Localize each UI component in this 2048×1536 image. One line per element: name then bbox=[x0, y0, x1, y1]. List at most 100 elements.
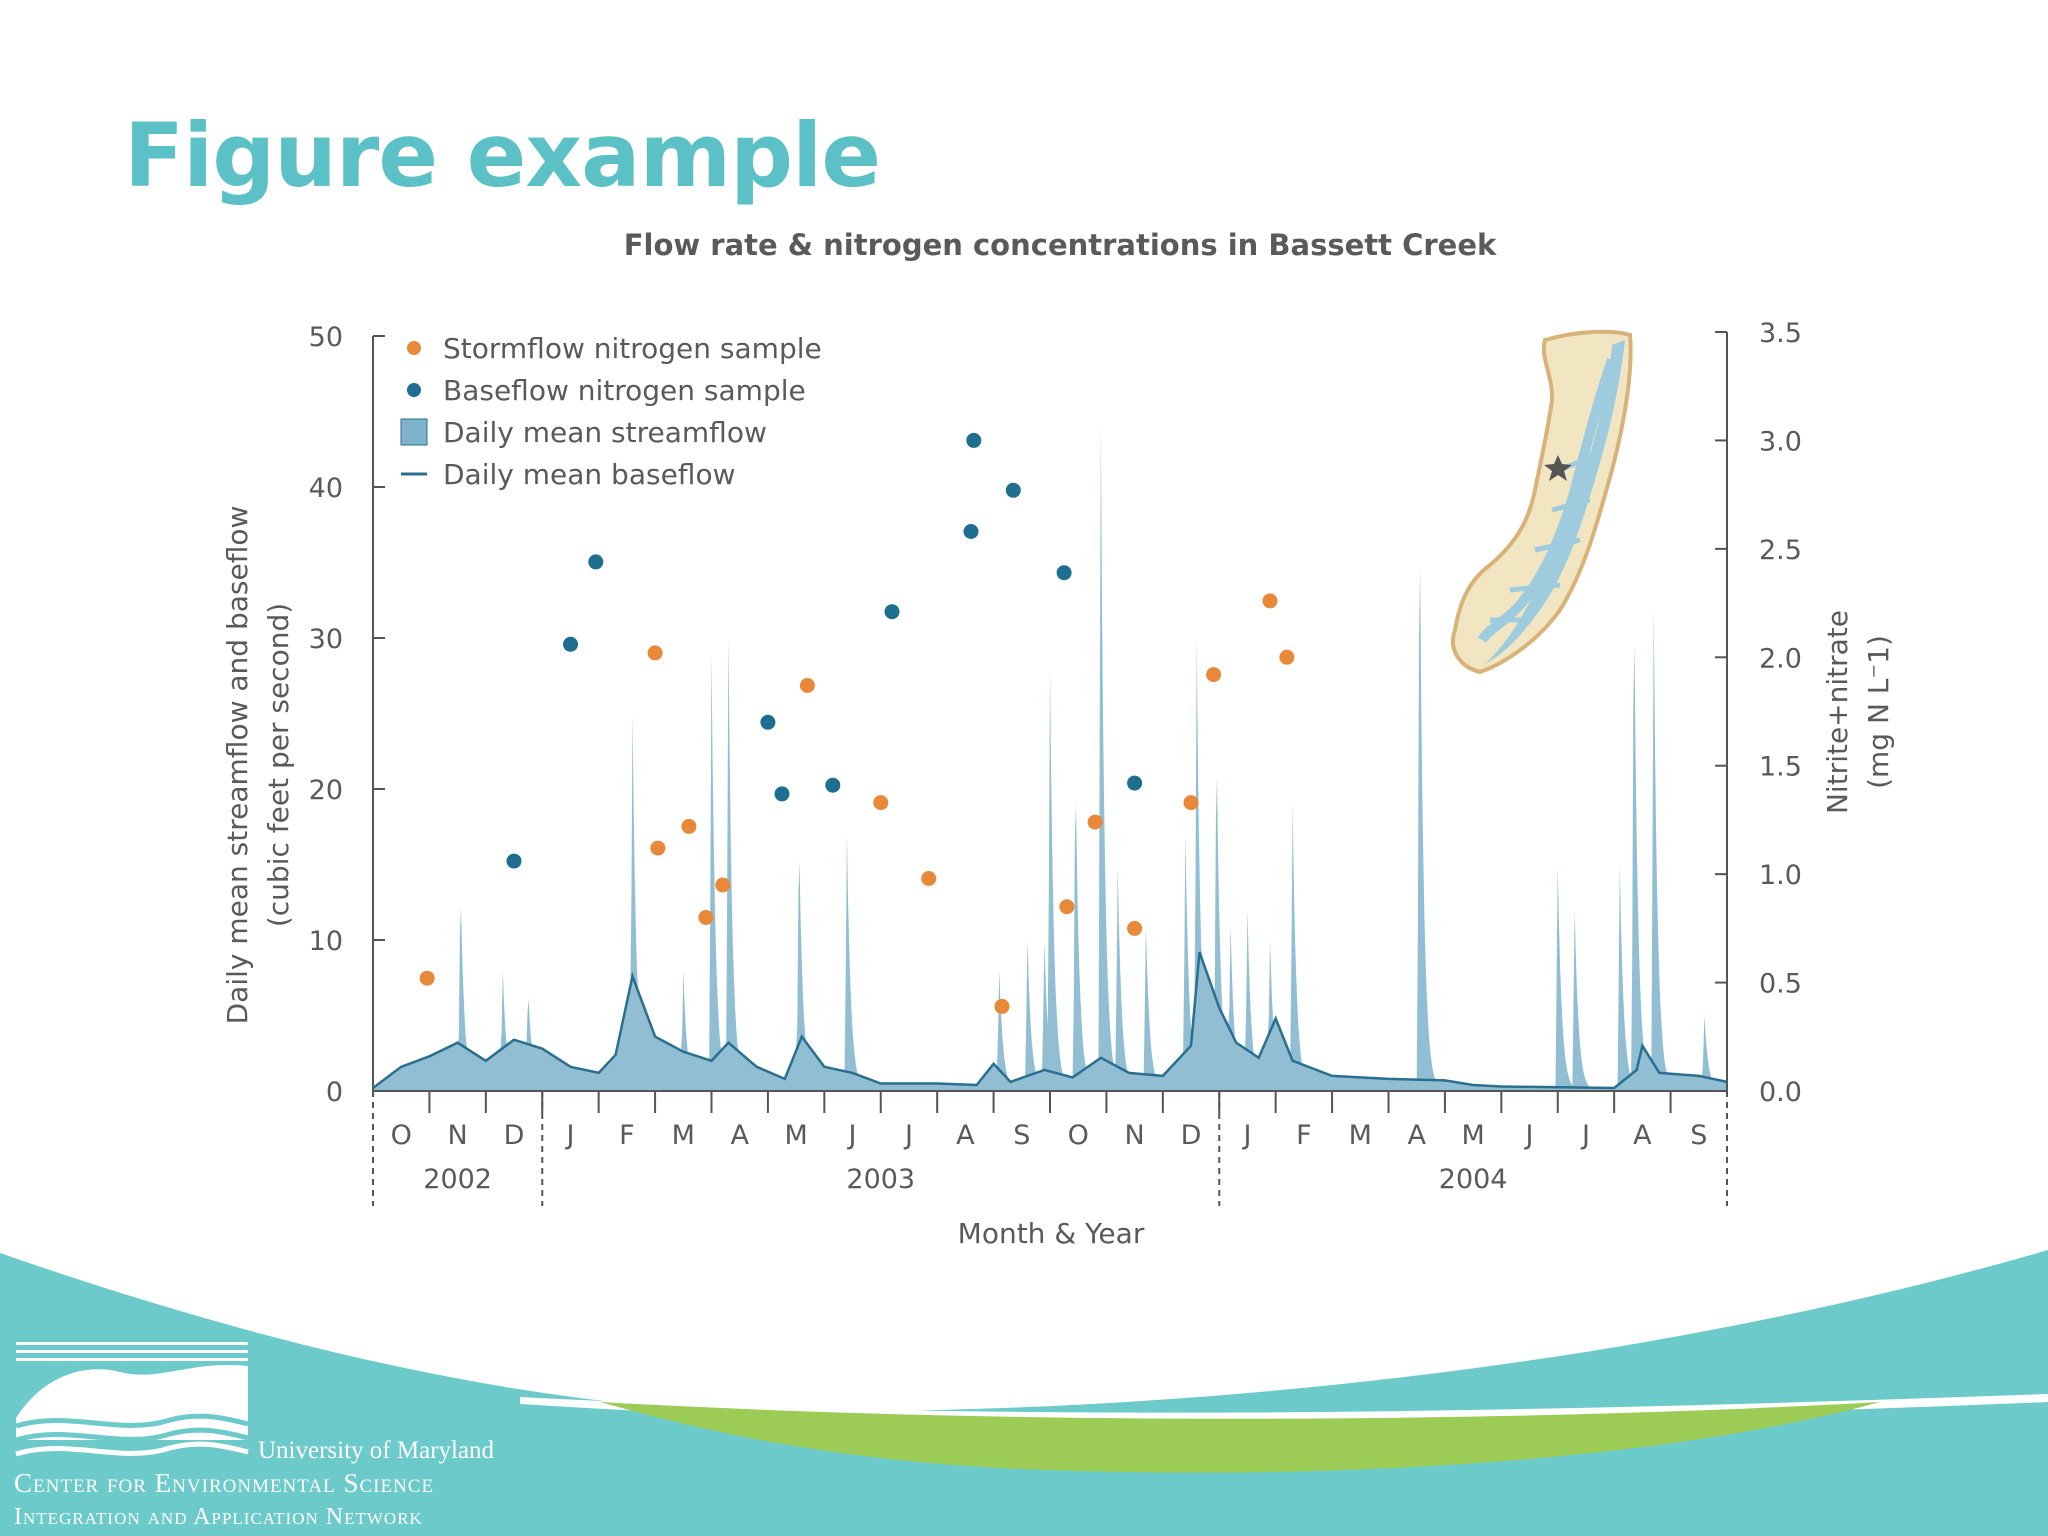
legend-base-swatch bbox=[407, 383, 421, 397]
stormflow-point bbox=[1279, 649, 1295, 665]
stormflow-point bbox=[681, 818, 697, 834]
streamflow-area-shape bbox=[373, 426, 1727, 1092]
x-month-label: A bbox=[1407, 1120, 1426, 1151]
x-month-label: J bbox=[1580, 1120, 1590, 1151]
baseflow-point bbox=[760, 714, 776, 730]
streamflow-area bbox=[373, 426, 1727, 1092]
chart-legend: Stormflow nitrogen sample Baseflow nitrog… bbox=[400, 332, 822, 491]
x-month-label: O bbox=[391, 1120, 412, 1151]
y-tick-label: 20 bbox=[309, 775, 343, 806]
y-tick-label: 50 bbox=[309, 322, 343, 353]
x-month-label: D bbox=[1181, 1120, 1202, 1151]
y2-tick-label: 0.0 bbox=[1759, 1077, 1802, 1108]
chart-title: Flow rate & nitrogen concentrations in B… bbox=[623, 228, 1497, 262]
legend-storm-swatch bbox=[407, 341, 421, 355]
x-month-label: S bbox=[1690, 1120, 1707, 1151]
stormflow-point bbox=[1262, 593, 1278, 609]
x-month-label: J bbox=[847, 1120, 857, 1151]
stormflow-point bbox=[873, 795, 889, 811]
legend-label: Daily mean streamflow bbox=[443, 416, 767, 449]
brand-university: University of Maryland bbox=[258, 1437, 495, 1464]
baseflow-line-layer bbox=[372, 951, 1728, 1090]
legend-label: Baseflow nitrogen sample bbox=[443, 374, 806, 407]
chesapeake-inset-map bbox=[1451, 329, 1633, 675]
y-axis-units: (cubic feet per second) bbox=[262, 603, 295, 927]
stormflow-point bbox=[650, 840, 666, 856]
baseflow-line bbox=[372, 951, 1728, 1090]
x-month-label: A bbox=[730, 1120, 749, 1151]
baseflow-point bbox=[588, 554, 604, 570]
y2-tick-label: 3.5 bbox=[1759, 318, 1802, 349]
x-month-label: A bbox=[1633, 1120, 1652, 1151]
stormflow-point bbox=[1127, 920, 1143, 936]
y-axis-title: Daily mean streamflow and baseflow bbox=[221, 506, 254, 1025]
brand-center: Center for Environmental Science bbox=[14, 1468, 435, 1498]
x-month-label: N bbox=[448, 1120, 468, 1151]
inset-tributaries bbox=[1490, 452, 1596, 623]
baseflow-point bbox=[1127, 775, 1143, 791]
y-tick-label: 0 bbox=[326, 1077, 343, 1108]
baseflow-point bbox=[563, 636, 578, 652]
legend-label: Stormflow nitrogen sample bbox=[443, 332, 822, 365]
baseflow-point bbox=[774, 786, 790, 802]
sample-points bbox=[419, 432, 1295, 1014]
stormflow-point bbox=[1206, 667, 1222, 683]
x-month-label: O bbox=[1068, 1120, 1089, 1151]
x-axis-title: Month & Year bbox=[958, 1217, 1145, 1250]
stormflow-point bbox=[698, 910, 714, 925]
stormflow-point bbox=[1183, 795, 1199, 811]
y-tick-label: 40 bbox=[309, 473, 343, 504]
x-month-label: F bbox=[619, 1120, 635, 1151]
y2-tick-label: 1.5 bbox=[1759, 752, 1802, 783]
stormflow-point bbox=[1087, 814, 1103, 830]
x-month-label: S bbox=[1013, 1120, 1030, 1151]
baseflow-point bbox=[966, 432, 982, 448]
x-month-label: M bbox=[1461, 1120, 1484, 1151]
baseflow-point bbox=[963, 524, 979, 539]
chart-axes: 0 10 20 30 40 50 0.0 0.5 1.0 1.5 2.0 2.5 3.0 3.5 O N D J F… bbox=[309, 318, 1802, 1206]
y2-tick-label: 0.5 bbox=[1759, 969, 1802, 1000]
y2-tick-label: 1.0 bbox=[1759, 860, 1802, 891]
y2-axis-title: Nitrite+nitrate bbox=[1821, 610, 1854, 814]
slide-title: Figure example bbox=[124, 104, 881, 207]
x-month-label: J bbox=[1524, 1120, 1534, 1151]
y-tick-label: 10 bbox=[309, 926, 343, 957]
stormflow-point bbox=[799, 678, 815, 693]
baseflow-point bbox=[825, 777, 841, 793]
stormflow-point bbox=[1059, 899, 1075, 915]
x-month-label: J bbox=[903, 1120, 913, 1151]
x-month-label: M bbox=[672, 1120, 695, 1151]
x-month-label: M bbox=[1349, 1120, 1372, 1151]
x-month-label: D bbox=[504, 1120, 525, 1151]
x-month-label: J bbox=[564, 1120, 574, 1151]
y2-tick-label: 3.0 bbox=[1759, 426, 1802, 457]
x-year-label: 2002 bbox=[423, 1164, 492, 1195]
x-year-label: 2004 bbox=[1439, 1164, 1508, 1195]
brand-network: Integration and Application Network bbox=[14, 1504, 423, 1530]
y-tick-label: 30 bbox=[309, 624, 343, 655]
y2-tick-label: 2.5 bbox=[1759, 535, 1802, 566]
legend-area-swatch bbox=[400, 418, 428, 446]
baseflow-point bbox=[1005, 482, 1021, 498]
chart-labels: Month & Year Daily mean streamflow and b… bbox=[221, 506, 1895, 1250]
x-month-label: A bbox=[956, 1120, 975, 1151]
stormflow-point bbox=[921, 871, 937, 886]
baseflow-point bbox=[1056, 565, 1072, 581]
legend-label: Daily mean baseflow bbox=[443, 458, 735, 491]
stormflow-point bbox=[994, 998, 1010, 1014]
baseflow-point bbox=[506, 853, 522, 869]
x-month-label: M bbox=[784, 1120, 807, 1151]
y2-tick-label: 2.0 bbox=[1759, 643, 1802, 674]
footer-green-wave bbox=[600, 1402, 1880, 1473]
inset-land bbox=[1451, 329, 1633, 675]
y2-axis-units: (mg N L⁻1) bbox=[1862, 635, 1895, 789]
x-month-label: N bbox=[1125, 1120, 1145, 1151]
stormflow-point bbox=[419, 970, 435, 986]
stormflow-point bbox=[647, 645, 663, 661]
branding: University of Maryland Center for Enviro… bbox=[14, 1436, 494, 1534]
x-year-label: 2003 bbox=[846, 1164, 915, 1195]
x-month-label: F bbox=[1296, 1120, 1312, 1151]
stormflow-point bbox=[715, 877, 731, 893]
